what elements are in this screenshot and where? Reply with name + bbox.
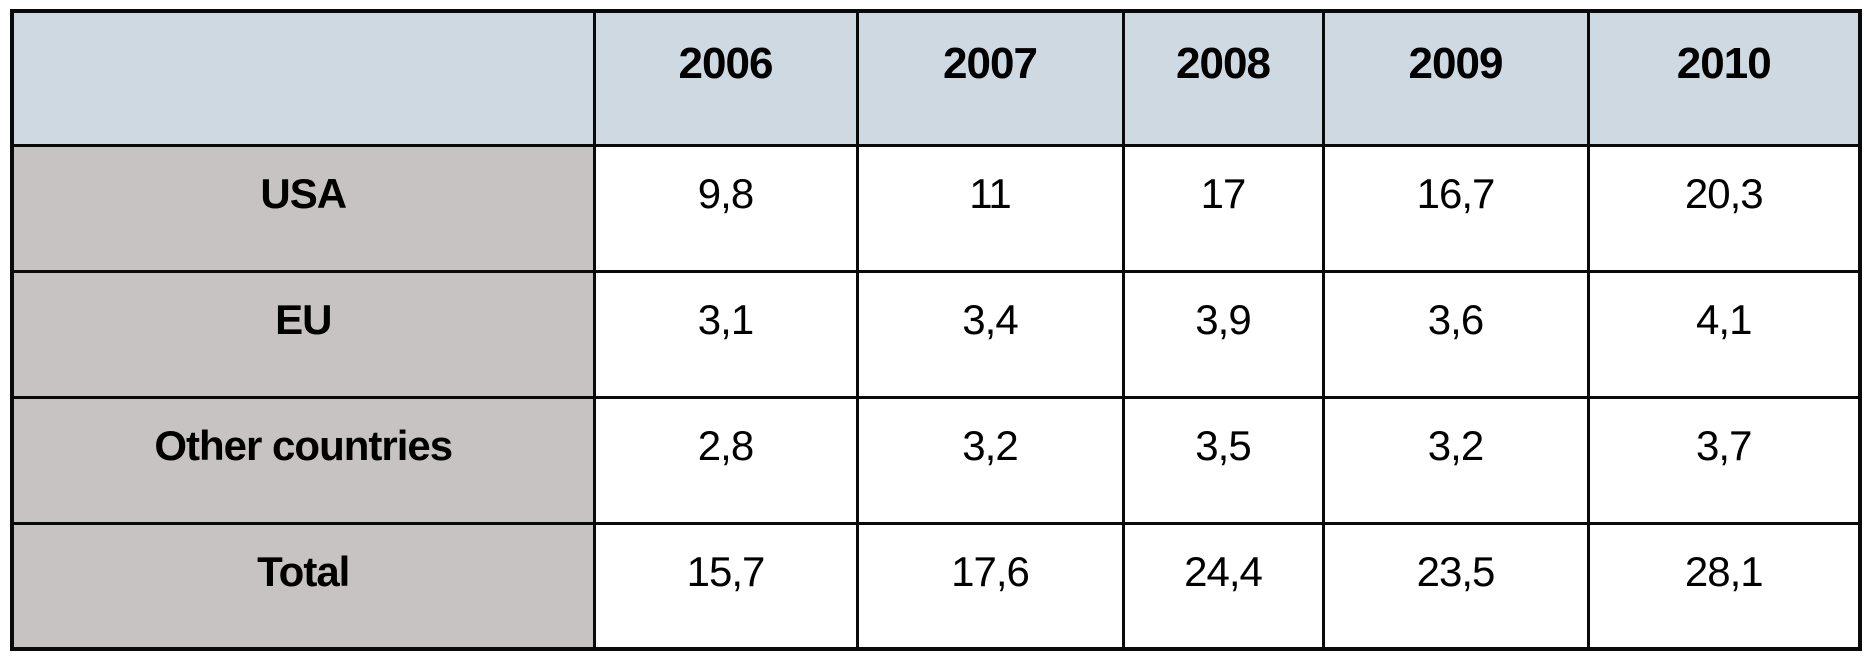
data-cell: 2,8 [592, 395, 859, 525]
column-header-2008: 2008 [1121, 9, 1325, 147]
column-header-2007: 2007 [855, 9, 1125, 147]
row-label-other-countries: Other countries [10, 395, 596, 525]
corner-cell [10, 9, 596, 147]
data-cell: 3,1 [592, 269, 859, 399]
data-cell: 17 [1121, 143, 1325, 273]
data-cell: 11 [855, 143, 1125, 273]
data-cell: 23,5 [1321, 521, 1590, 651]
data-table: 2006 2007 2008 2009 2010 USA 9,8 11 17 1… [10, 9, 1862, 651]
data-cell: 20,3 [1586, 143, 1862, 273]
data-cell: 3,9 [1121, 269, 1325, 399]
data-cell: 3,6 [1321, 269, 1590, 399]
table-row-total: Total 15,7 17,6 24,4 23,5 28,1 [10, 521, 1862, 651]
data-cell: 28,1 [1586, 521, 1862, 651]
data-cell: 3,4 [855, 269, 1125, 399]
data-cell: 3,7 [1586, 395, 1862, 525]
data-cell: 4,1 [1586, 269, 1862, 399]
table-row-usa: USA 9,8 11 17 16,7 20,3 [10, 143, 1862, 273]
column-header-2009: 2009 [1321, 9, 1590, 147]
data-cell: 24,4 [1121, 521, 1325, 651]
data-cell: 16,7 [1321, 143, 1590, 273]
data-cell: 3,2 [1321, 395, 1590, 525]
data-cell: 3,2 [855, 395, 1125, 525]
data-cell: 3,5 [1121, 395, 1325, 525]
column-header-2006: 2006 [592, 9, 859, 147]
data-cell: 9,8 [592, 143, 859, 273]
data-cell: 15,7 [592, 521, 859, 651]
row-label-usa: USA [10, 143, 596, 273]
table-row-other-countries: Other countries 2,8 3,2 3,5 3,2 3,7 [10, 395, 1862, 525]
column-header-2010: 2010 [1586, 9, 1862, 147]
table-row-eu: EU 3,1 3,4 3,9 3,6 4,1 [10, 269, 1862, 399]
row-label-total: Total [10, 521, 596, 651]
data-cell: 17,6 [855, 521, 1125, 651]
row-label-eu: EU [10, 269, 596, 399]
table-header-row: 2006 2007 2008 2009 2010 [10, 9, 1862, 147]
